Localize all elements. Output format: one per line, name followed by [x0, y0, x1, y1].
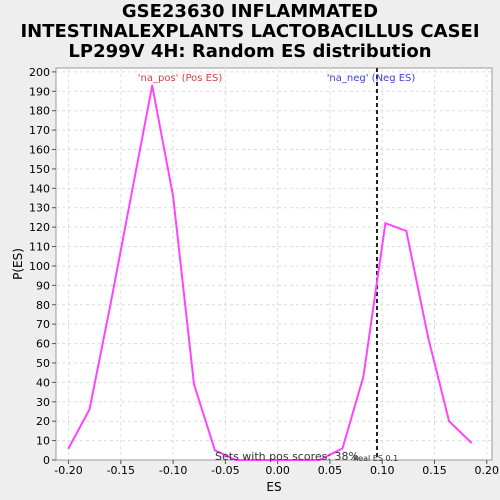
axes: 0 10 20 30 40 50 60 70 80 90 100 110 120 130 140 150 160…: [29, 66, 499, 477]
x-tick-label: 0.15: [422, 464, 447, 477]
data-point: [255, 459, 258, 461]
x-axis-label: ES: [266, 480, 281, 494]
x-tick-label: -0.05: [211, 464, 239, 477]
data-point: [276, 459, 279, 461]
y-tick-label: 140: [29, 182, 50, 195]
y-tick-label: 50: [36, 357, 50, 370]
data-point: [362, 375, 365, 378]
y-tick-label: 200: [29, 66, 50, 79]
y-tick-label: 10: [36, 435, 50, 448]
pos-es-label: 'na_pos' (Pos ES): [138, 73, 223, 84]
x-tick-label: 0.10: [370, 464, 395, 477]
plot-area: [55, 67, 493, 461]
data-point: [405, 230, 408, 233]
x-tick-label: -0.15: [107, 464, 135, 477]
y-tick-label: 60: [36, 338, 50, 351]
x-tick-label: 0.00: [265, 464, 290, 477]
y-tick-label: 40: [36, 376, 50, 389]
x-tick-label: -0.20: [54, 464, 82, 477]
y-tick-label: 100: [29, 260, 50, 273]
data-point: [172, 195, 175, 198]
y-tick-label: 80: [36, 299, 50, 312]
y-tick-label: 30: [36, 396, 50, 409]
data-point: [427, 336, 430, 339]
x-tick-label: 0.20: [475, 464, 500, 477]
series-points: [67, 84, 473, 461]
y-tick-label: 170: [29, 124, 50, 137]
y-axis-label: P(ES): [11, 248, 25, 280]
real-es-annotation: Real ES 0.1: [353, 454, 398, 463]
data-point: [470, 441, 473, 444]
chart-title-line-2: INTESTINALEXPLANTS LACTOBACILLUS CASEI: [20, 21, 480, 42]
data-point: [213, 449, 216, 452]
y-tick-label: 160: [29, 144, 50, 157]
data-point: [318, 459, 321, 461]
y-tick-label: 190: [29, 85, 50, 98]
y-tick-label: 130: [29, 202, 50, 215]
y-tick-label: 110: [29, 241, 50, 254]
y-tick-label: 90: [36, 279, 50, 292]
y-tick-label: 120: [29, 221, 50, 234]
y-tick-label: 150: [29, 163, 50, 176]
data-point: [151, 84, 154, 87]
chart-title: GSE23630 INFLAMMATED INTESTINALEXPLANTS …: [0, 2, 500, 62]
neg-es-label: 'na_neg' (Neg ES): [327, 73, 416, 84]
data-point: [88, 408, 91, 411]
data-point: [193, 383, 196, 386]
data-point: [67, 447, 70, 450]
chart-title-line-1: GSE23630 INFLAMMATED: [121, 1, 379, 22]
data-point: [234, 459, 237, 461]
y-tick-label: 70: [36, 318, 50, 331]
y-tick-label: 180: [29, 105, 50, 118]
data-point: [341, 447, 344, 450]
data-point: [109, 303, 112, 306]
y-tick-label: 20: [36, 415, 50, 428]
x-tick-label: -0.10: [159, 464, 187, 477]
data-point: [448, 420, 451, 423]
grid-lines: [56, 68, 492, 460]
data-point: [384, 222, 387, 225]
pos-scores-annotation: Sets with pos scores: 38%: [215, 450, 359, 463]
y-tick-label: 0: [43, 454, 50, 467]
data-point: [297, 459, 300, 461]
chart-title-line-3: LP299V 4H: Random ES distribution: [68, 41, 432, 62]
x-tick-label: 0.05: [318, 464, 343, 477]
